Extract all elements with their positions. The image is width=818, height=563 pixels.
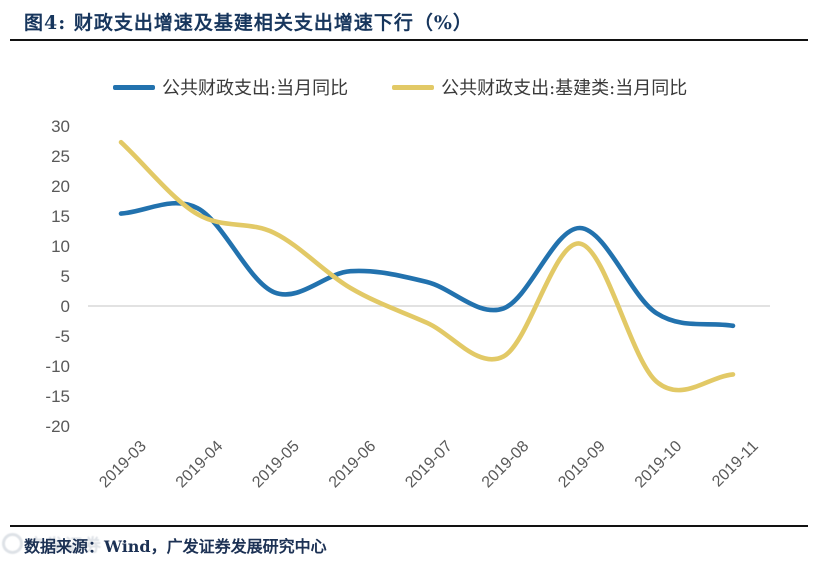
y-tick-label: -10 xyxy=(45,357,70,376)
title-divider xyxy=(10,39,808,41)
legend-item-series-0[interactable]: 公共财政支出:当月同比 xyxy=(113,74,348,100)
legend-item-series-1[interactable]: 公共财政支出:基建类:当月同比 xyxy=(392,74,687,100)
figure-title: 图4: 财政支出增速及基建相关支出增速下行（%） xyxy=(24,12,473,34)
y-tick-label: -20 xyxy=(45,417,70,436)
x-tick-label: 2019-05 xyxy=(249,438,303,492)
legend-swatch-yellow xyxy=(392,84,435,90)
legend-label-series-1: 公共财政支出:基建类:当月同比 xyxy=(441,78,688,99)
y-tick-label: 25 xyxy=(51,147,70,166)
footer-divider xyxy=(10,525,808,527)
x-tick-label: 2019-03 xyxy=(96,438,150,492)
series-line-0 xyxy=(118,200,736,329)
y-tick-label: -15 xyxy=(45,387,70,406)
y-tick-label: 20 xyxy=(51,177,70,196)
data-source-note: 数据来源：Wind，广发证券发展研究中心 xyxy=(24,537,327,556)
chart-area: 30 25 20 15 10 5 0 -5 -10 -15 -20 2019-03 2019-04 201… xyxy=(0,105,818,525)
y-tick-label: -5 xyxy=(55,327,70,346)
x-tick-label: 2019-10 xyxy=(632,438,686,492)
y-tick-label: 0 xyxy=(61,297,70,316)
legend-label-series-0: 公共财政支出:当月同比 xyxy=(162,78,349,99)
chart-legend: 公共财政支出:当月同比 公共财政支出:基建类:当月同比 xyxy=(113,74,687,100)
x-tick-label: 2019-08 xyxy=(479,438,533,492)
x-tick-label: 2019-07 xyxy=(402,438,456,492)
x-tick-label: 2019-09 xyxy=(555,438,609,492)
x-tick-label: 2019-11 xyxy=(709,438,762,491)
y-tick-label: 5 xyxy=(61,267,70,286)
chart-canvas: 30 25 20 15 10 5 0 -5 -10 -15 -20 2019-03 2019-04 201… xyxy=(45,117,770,492)
y-tick-label: 15 xyxy=(51,207,70,226)
y-tick-label: 30 xyxy=(51,117,70,136)
series-line-1 xyxy=(118,139,736,393)
legend-swatch-blue xyxy=(113,84,155,90)
y-tick-label: 10 xyxy=(51,237,70,256)
watermark-logo-icon xyxy=(2,533,23,554)
x-tick-label: 2019-04 xyxy=(173,438,227,492)
x-tick-label: 2019-06 xyxy=(326,438,380,492)
